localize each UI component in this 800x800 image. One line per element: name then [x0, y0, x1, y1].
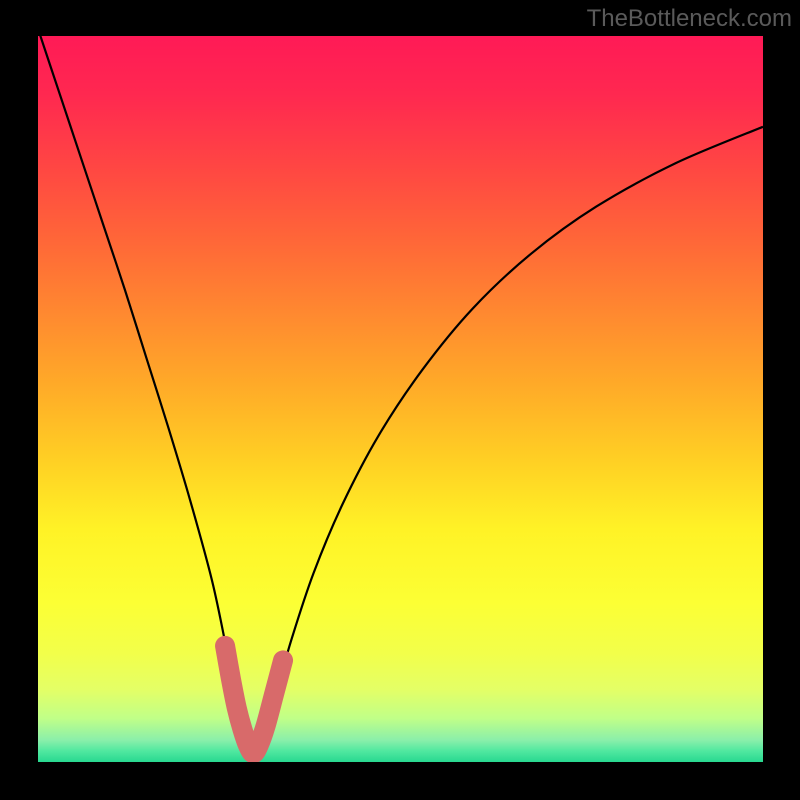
bottleneck-chart: [0, 0, 800, 800]
attribution-text: TheBottleneck.com: [587, 5, 792, 33]
chart-frame: [0, 0, 800, 800]
